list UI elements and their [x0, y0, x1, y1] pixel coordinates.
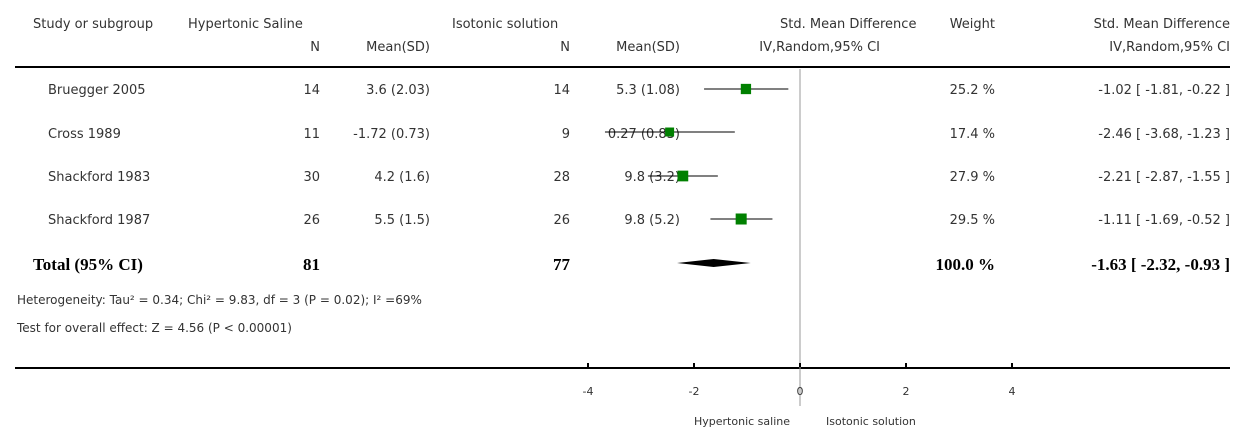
- row-mean2: 5.3 (1.08): [616, 83, 680, 98]
- row-mean2: 0.27 (0.83): [607, 127, 680, 142]
- effect-marker: [740, 83, 752, 95]
- total-ci: -1.63 [ -2.32, -0.93 ]: [1091, 255, 1230, 274]
- row-ci: -2.46 [ -3.68, -1.23 ]: [1098, 127, 1230, 142]
- row-mean1: 5.5 (1.5): [374, 213, 430, 228]
- row-ci: -1.02 [ -1.81, -0.22 ]: [1098, 83, 1230, 98]
- row-n2: 28: [553, 170, 570, 185]
- x-tick-label: 0: [797, 385, 804, 398]
- x-tick-label: 4: [1009, 385, 1016, 398]
- overall-effect-stat: Test for overall effect: Z = 4.56 (P < 0…: [17, 321, 292, 335]
- header-n2: N: [560, 40, 570, 55]
- header-group1: Hypertonic Saline: [188, 17, 303, 32]
- header-smd-plot: Std. Mean Difference: [780, 17, 917, 32]
- header-study: Study or subgroup: [33, 17, 154, 32]
- x-tick-label: 2: [903, 385, 910, 398]
- row-study: Shackford 1987: [48, 213, 151, 228]
- pooled-diamond: [677, 259, 751, 267]
- row-weight: 27.9 %: [949, 170, 995, 185]
- row-n1: 30: [303, 170, 320, 185]
- row-ci: -2.21 [ -2.87, -1.55 ]: [1098, 170, 1230, 185]
- header-weight: Weight: [949, 17, 995, 32]
- row-n1: 11: [303, 127, 320, 142]
- row-n1: 26: [303, 213, 320, 228]
- row-mean2: 9.8 (3.2): [624, 170, 680, 185]
- row-mean1: -1.72 (0.73): [353, 127, 430, 142]
- footer-divider: [15, 367, 1230, 369]
- heterogeneity-stat: Heterogeneity: Tau² = 0.34; Chi² = 9.83,…: [17, 293, 422, 307]
- header-method-value: IV,Random,95% CI: [1109, 40, 1230, 55]
- header-smd-value: Std. Mean Difference: [1093, 17, 1230, 32]
- x-tick-label: -2: [689, 385, 700, 398]
- row-study: Cross 1989: [48, 127, 121, 142]
- row-weight: 25.2 %: [949, 83, 995, 98]
- row-n2: 14: [553, 83, 570, 98]
- row-mean1: 4.2 (1.6): [374, 170, 430, 185]
- total-n1: 81: [303, 255, 320, 274]
- header-group2: Isotonic solution: [452, 17, 559, 32]
- row-mean1: 3.6 (2.03): [366, 83, 430, 98]
- effect-marker: [735, 213, 747, 225]
- effect-marker: [665, 127, 675, 137]
- total-weight: 100.0 %: [935, 255, 996, 274]
- row-weight: 29.5 %: [949, 213, 995, 228]
- row-n2: 9: [561, 127, 570, 142]
- effect-marker: [677, 170, 689, 182]
- row-mean2: 9.8 (5.2): [624, 213, 680, 228]
- x-tick-label: -4: [583, 385, 594, 398]
- header-divider: [15, 66, 1230, 68]
- row-weight: 17.4 %: [949, 127, 995, 142]
- row-study: Shackford 1983: [48, 170, 151, 185]
- header-meansd1: Mean(SD): [366, 40, 430, 55]
- total-n2: 77: [553, 255, 570, 274]
- header-method-plot: IV,Random,95% CI: [759, 40, 880, 55]
- axis-label-left: Hypertonic saline: [694, 415, 790, 428]
- row-study: Bruegger 2005: [48, 83, 146, 98]
- header-n1: N: [310, 40, 320, 55]
- row-n1: 14: [303, 83, 320, 98]
- row-ci: -1.11 [ -1.69, -0.52 ]: [1098, 213, 1230, 228]
- total-label: Total (95% CI): [33, 255, 143, 274]
- row-n2: 26: [553, 213, 570, 228]
- header-meansd2: Mean(SD): [616, 40, 680, 55]
- axis-label-right: Isotonic solution: [826, 415, 916, 428]
